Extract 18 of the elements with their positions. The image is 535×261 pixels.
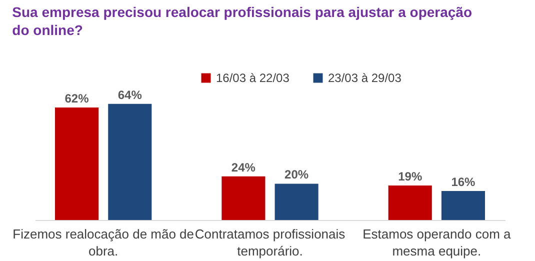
data-label: 19% [398, 170, 422, 184]
data-label: 16% [451, 174, 476, 189]
x-tick-label: Fizemos realocação de mão de obra. [12, 226, 194, 258]
bar [222, 176, 266, 220]
bar [55, 107, 99, 220]
x-tick-label: Estamos operando com a mesma equipe. [362, 226, 512, 258]
legend-label: 23/03 à 29/03 [328, 71, 402, 85]
chart-title: Sua empresa precisou realocar profissionais para ajustar a operação do online? [12, 4, 472, 38]
bar [441, 190, 485, 220]
data-label: 20% [284, 168, 309, 182]
bar [108, 104, 152, 220]
data-label: 24% [231, 160, 256, 174]
bar [388, 186, 432, 220]
legend-label: 16/03 à 22/03 [216, 71, 290, 85]
bar [274, 184, 318, 220]
data-label: 62% [64, 91, 90, 106]
data-label: 64% [118, 88, 142, 102]
x-tick-label: Contratamos profissionais temporário. [194, 226, 346, 258]
